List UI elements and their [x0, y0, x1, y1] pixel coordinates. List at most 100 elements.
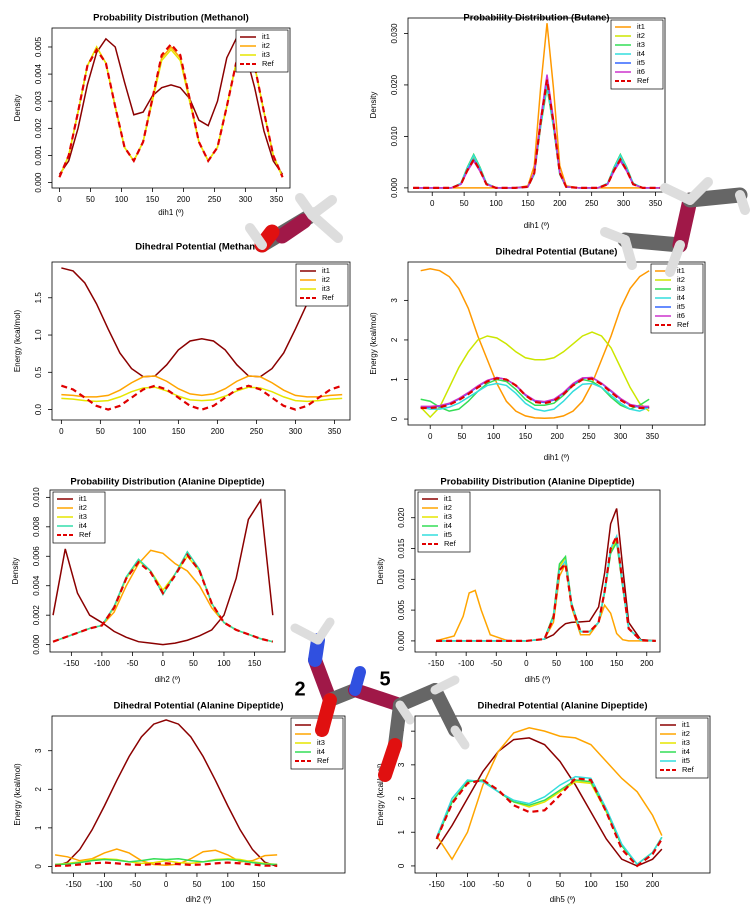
bond [450, 725, 470, 750]
y-tick-label: 0.008 [32, 516, 41, 537]
series-line [436, 532, 656, 643]
x-tick-label: -100 [458, 659, 475, 668]
legend-label: it2 [444, 503, 452, 512]
x-tick-label: 100 [115, 195, 129, 204]
y-tick-label: 3 [390, 298, 399, 303]
x-tick-label: 0 [527, 880, 532, 889]
y-tick-label: 1.0 [34, 329, 43, 341]
x-axis-label: dih1 (º) [544, 453, 570, 462]
bond [315, 693, 337, 737]
y-tick-label: 0.000 [397, 630, 406, 651]
x-tick-label: -100 [459, 880, 476, 889]
series-line [420, 267, 650, 420]
x-tick-label: 300 [617, 199, 631, 208]
x-tick-label: 300 [614, 432, 628, 441]
bond [685, 177, 713, 205]
y-tick-label: 0.010 [390, 126, 399, 147]
y-tick-label: 0.000 [34, 172, 43, 193]
y-tick-label: 0.005 [34, 36, 43, 57]
y-tick-label: 0.010 [397, 569, 406, 590]
bond [620, 235, 637, 270]
legend-label: it5 [677, 302, 685, 311]
x-tick-label: 50 [86, 195, 95, 204]
y-tick-label: 0 [397, 863, 406, 868]
plot-frame [407, 261, 706, 426]
y-tick-label: 0.004 [32, 575, 41, 596]
legend-label: it1 [322, 266, 330, 275]
series-line [420, 378, 650, 412]
plot-frame [51, 715, 346, 874]
x-tick-label: 0 [161, 659, 166, 668]
x-tick-label: 100 [217, 659, 231, 668]
series-line [435, 737, 663, 867]
y-tick-label: 1 [390, 377, 399, 382]
x-tick-label: 200 [211, 427, 225, 436]
x-tick-label: 0 [164, 880, 169, 889]
legend-label: it4 [444, 521, 452, 530]
series-line [413, 79, 662, 189]
legend-label: it4 [677, 293, 685, 302]
x-tick-label: 350 [649, 199, 663, 208]
legend-label: Ref [322, 293, 335, 302]
bond [308, 653, 337, 707]
series-line [52, 550, 273, 643]
series-line [52, 498, 274, 646]
y-axis-label: Density [11, 558, 20, 585]
y-tick-label: 0.006 [32, 546, 41, 567]
y-axis-label: Energy (kcal/mol) [13, 763, 22, 826]
x-tick-label: -50 [129, 880, 141, 889]
bond [735, 190, 750, 215]
series-line [55, 857, 278, 866]
legend-label: it3 [637, 40, 645, 49]
y-tick-label: 1.5 [34, 292, 43, 304]
x-tick-label: 50 [552, 659, 561, 668]
x-axis-label: dih5 (º) [550, 895, 576, 904]
x-tick-label: 100 [584, 880, 598, 889]
legend-label: Ref [682, 765, 695, 774]
y-tick-label: 0 [390, 416, 399, 421]
series-line [413, 87, 662, 189]
x-tick-label: 50 [96, 427, 105, 436]
y-tick-label: 3 [397, 762, 406, 767]
x-tick-label: 100 [487, 432, 501, 441]
x-axis-label: dih2 (º) [155, 675, 181, 684]
plot-frame [51, 27, 291, 189]
legend-label: it6 [637, 67, 645, 76]
series-line [61, 386, 343, 403]
y-tick-label: 0.003 [34, 91, 43, 112]
y-tick-label: 3 [34, 748, 43, 753]
x-tick-label: 300 [289, 427, 303, 436]
bond [430, 675, 460, 695]
legend-label: Ref [444, 539, 457, 548]
legend-label: it3 [262, 50, 270, 59]
x-tick-label: 0 [524, 659, 529, 668]
y-tick-label: 0.015 [397, 538, 406, 559]
legend-label: Ref [317, 756, 330, 765]
x-tick-label: 150 [521, 199, 535, 208]
x-tick-label: 100 [221, 880, 235, 889]
series-line [420, 376, 650, 408]
y-tick-label: 0.000 [390, 177, 399, 198]
legend-box [655, 717, 709, 779]
y-tick-label: 0.002 [32, 605, 41, 626]
x-tick-label: 150 [615, 880, 629, 889]
x-tick-label: 250 [250, 427, 264, 436]
legend-label: it3 [682, 738, 690, 747]
x-tick-label: 100 [133, 427, 147, 436]
legend-label: it5 [682, 756, 690, 765]
legend-label: it2 [682, 729, 690, 738]
bond [245, 223, 267, 250]
series-line [420, 331, 650, 419]
alanine-molecule [290, 617, 470, 782]
legend-label: it4 [317, 747, 325, 756]
x-tick-label: 150 [146, 195, 160, 204]
legend-label: it1 [79, 494, 87, 503]
y-tick-label: 0.030 [390, 23, 399, 44]
legend-label: Ref [677, 320, 690, 329]
x-tick-label: 250 [582, 432, 596, 441]
bond [349, 666, 366, 696]
y-tick-label: 2 [390, 337, 399, 342]
